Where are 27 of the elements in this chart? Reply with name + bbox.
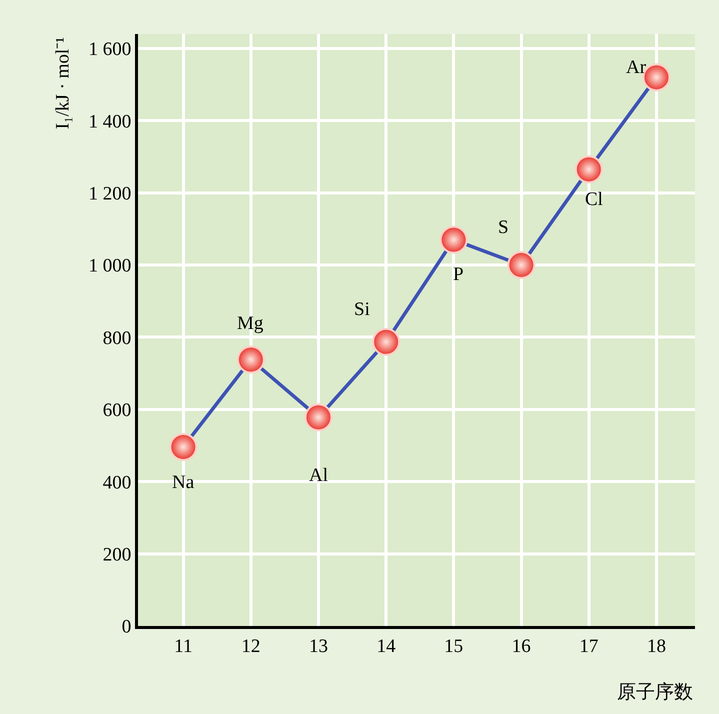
x-tick-label: 14: [376, 636, 396, 657]
annotation: Al: [309, 465, 328, 486]
y-tick-label: 1 000: [88, 256, 132, 277]
y-tick-label: 1 400: [88, 111, 132, 132]
y-tick-label: 0: [122, 616, 132, 638]
annotation: S: [498, 217, 509, 238]
y-tick-label: 1 600: [88, 39, 132, 60]
annotation: Si: [354, 299, 370, 320]
annotation: Mg: [237, 313, 264, 334]
y-tick-label: 600: [102, 400, 132, 422]
annotation: Cl: [585, 189, 603, 210]
x-tick-label: 11: [174, 636, 192, 657]
x-tick-label: 13: [308, 636, 328, 657]
y-tick-label: 400: [102, 472, 132, 494]
annotation: P: [453, 264, 464, 285]
x-tick-label: 12: [241, 636, 260, 657]
y-axis-title: I₁/kJ · mol⁻¹: [52, 36, 74, 130]
x-axis-title: 原子序数: [617, 681, 693, 703]
annotation: Na: [172, 472, 195, 493]
x-tick-label: 15: [444, 636, 464, 657]
y-tick-label: 1 200: [88, 183, 132, 204]
y-tick-label: 200: [102, 544, 132, 566]
x-tick-label: 17: [579, 636, 598, 657]
x-tick-label: 18: [646, 636, 666, 657]
x-tick-label: 16: [512, 636, 531, 657]
y-tick-label: 800: [102, 328, 132, 349]
annotation: Ar: [626, 57, 647, 78]
